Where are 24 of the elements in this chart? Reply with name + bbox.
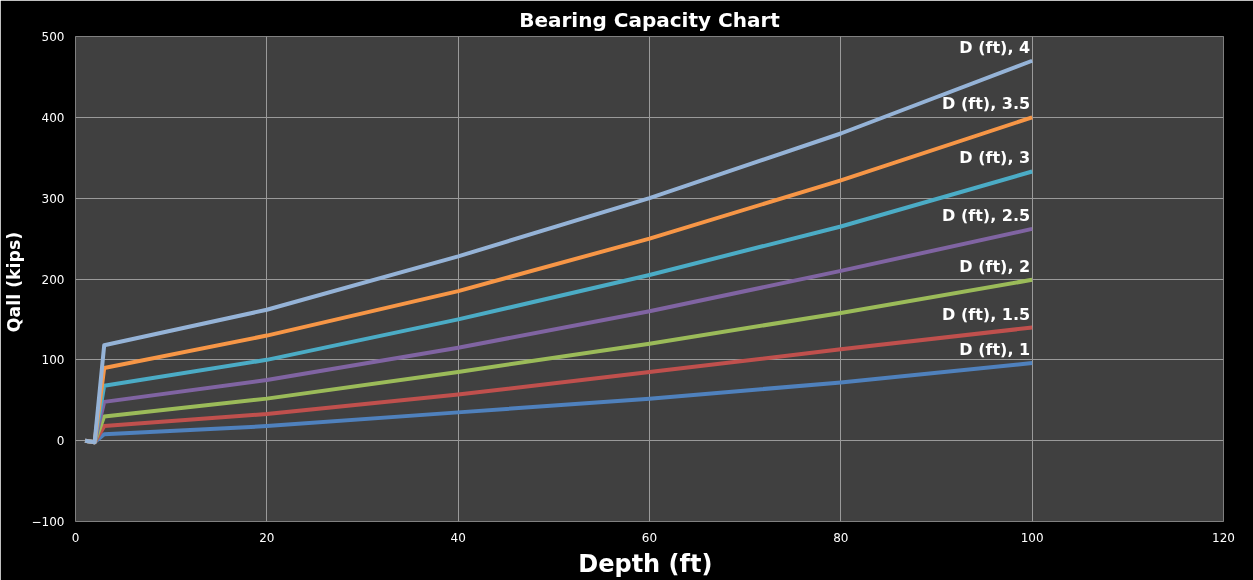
x-tick-label: 80 bbox=[833, 530, 849, 545]
x-tick-label: 100 bbox=[1020, 530, 1044, 545]
series-label: D (ft), 4 bbox=[959, 37, 1031, 57]
y-axis-title: Qall (kips) bbox=[3, 231, 24, 333]
x-tick-label: 60 bbox=[641, 530, 658, 545]
x-tick-label: 0 bbox=[71, 530, 80, 545]
series-label: D (ft), 1.5 bbox=[942, 304, 1031, 324]
series-label: D (ft), 2.5 bbox=[942, 205, 1031, 225]
x-tick-label: 40 bbox=[450, 530, 466, 545]
y-tick-label: 300 bbox=[41, 191, 65, 206]
y-tick-label: −100 bbox=[31, 515, 65, 529]
series-label: D (ft), 1 bbox=[959, 340, 1031, 360]
y-tick-label: 0 bbox=[56, 434, 65, 449]
x-tick-label: 20 bbox=[259, 530, 275, 545]
x-tick-label: 120 bbox=[1212, 530, 1235, 545]
series-label: D (ft), 3.5 bbox=[942, 94, 1031, 114]
series-label: D (ft), 3 bbox=[959, 148, 1031, 168]
y-tick-label: 500 bbox=[41, 30, 65, 44]
x-axis-title: Depth (ft) bbox=[578, 549, 713, 578]
y-tick-label: 100 bbox=[41, 353, 65, 368]
chart-title: Bearing Capacity Chart bbox=[519, 7, 781, 32]
y-tick-label: 200 bbox=[41, 272, 65, 287]
series-label: D (ft), 2 bbox=[959, 256, 1031, 276]
y-tick-label: 400 bbox=[41, 110, 65, 125]
